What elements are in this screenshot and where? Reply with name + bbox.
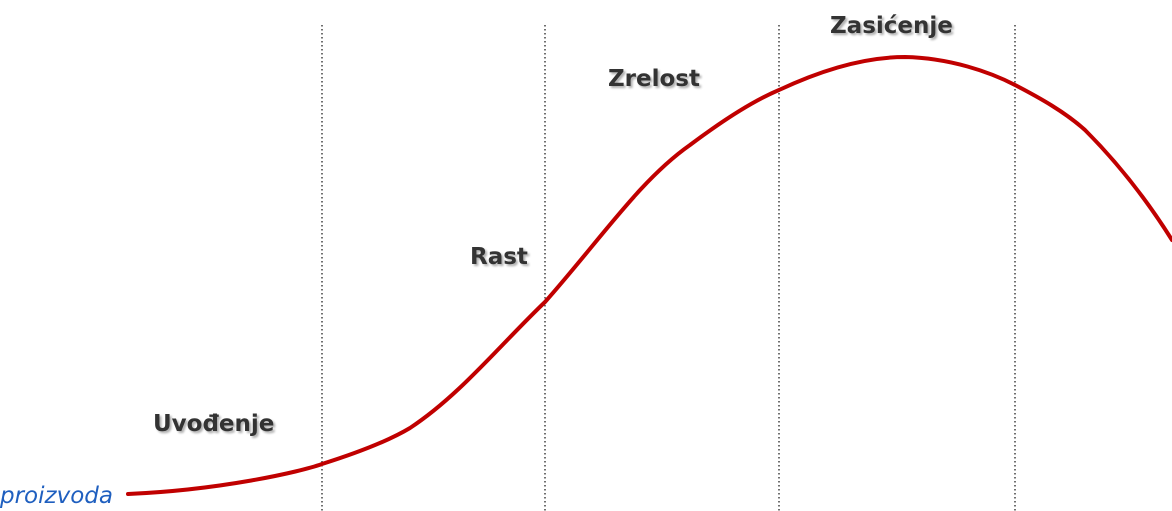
stage-label: Rast xyxy=(470,244,528,270)
stage-label: Uvođenje xyxy=(153,411,275,437)
axis-label: proizvoda xyxy=(0,483,113,509)
stage-label: Zasićenje xyxy=(830,13,953,39)
phase-dividers xyxy=(321,25,1016,511)
lifecycle-curve xyxy=(126,54,1172,496)
stage-label: Zrelost xyxy=(608,66,700,92)
